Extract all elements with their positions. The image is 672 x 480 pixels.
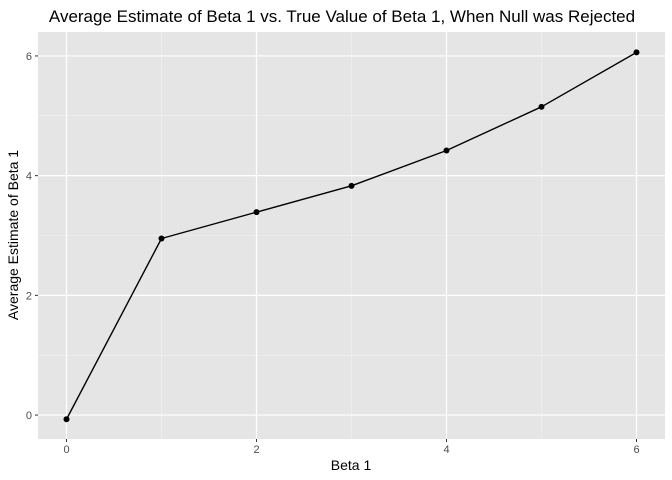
x-tick-label: 4 (443, 444, 449, 456)
data-point (158, 235, 165, 242)
y-axis-title: Average Estimate of Beta 1 (5, 150, 21, 320)
data-series (63, 49, 640, 423)
grid-lines (38, 32, 665, 439)
data-point (253, 209, 260, 216)
data-point (443, 147, 450, 154)
y-tick-label: 0 (26, 410, 32, 422)
data-point (538, 103, 545, 110)
y-tick-label: 6 (26, 51, 32, 63)
x-tick-label: 6 (633, 444, 639, 456)
x-axis-title: Beta 1 (331, 457, 372, 473)
x-tick-label: 0 (63, 444, 69, 456)
y-tick-label: 4 (26, 171, 32, 183)
data-point (348, 182, 355, 189)
axis-ticks: 0 2 4 6 0 2 4 6 (26, 51, 640, 456)
y-tick-label: 2 (26, 290, 32, 302)
data-point (63, 416, 70, 423)
chart-title: Average Estimate of Beta 1 vs. True Valu… (49, 7, 635, 26)
data-point (633, 49, 640, 56)
x-tick-label: 2 (253, 444, 259, 456)
